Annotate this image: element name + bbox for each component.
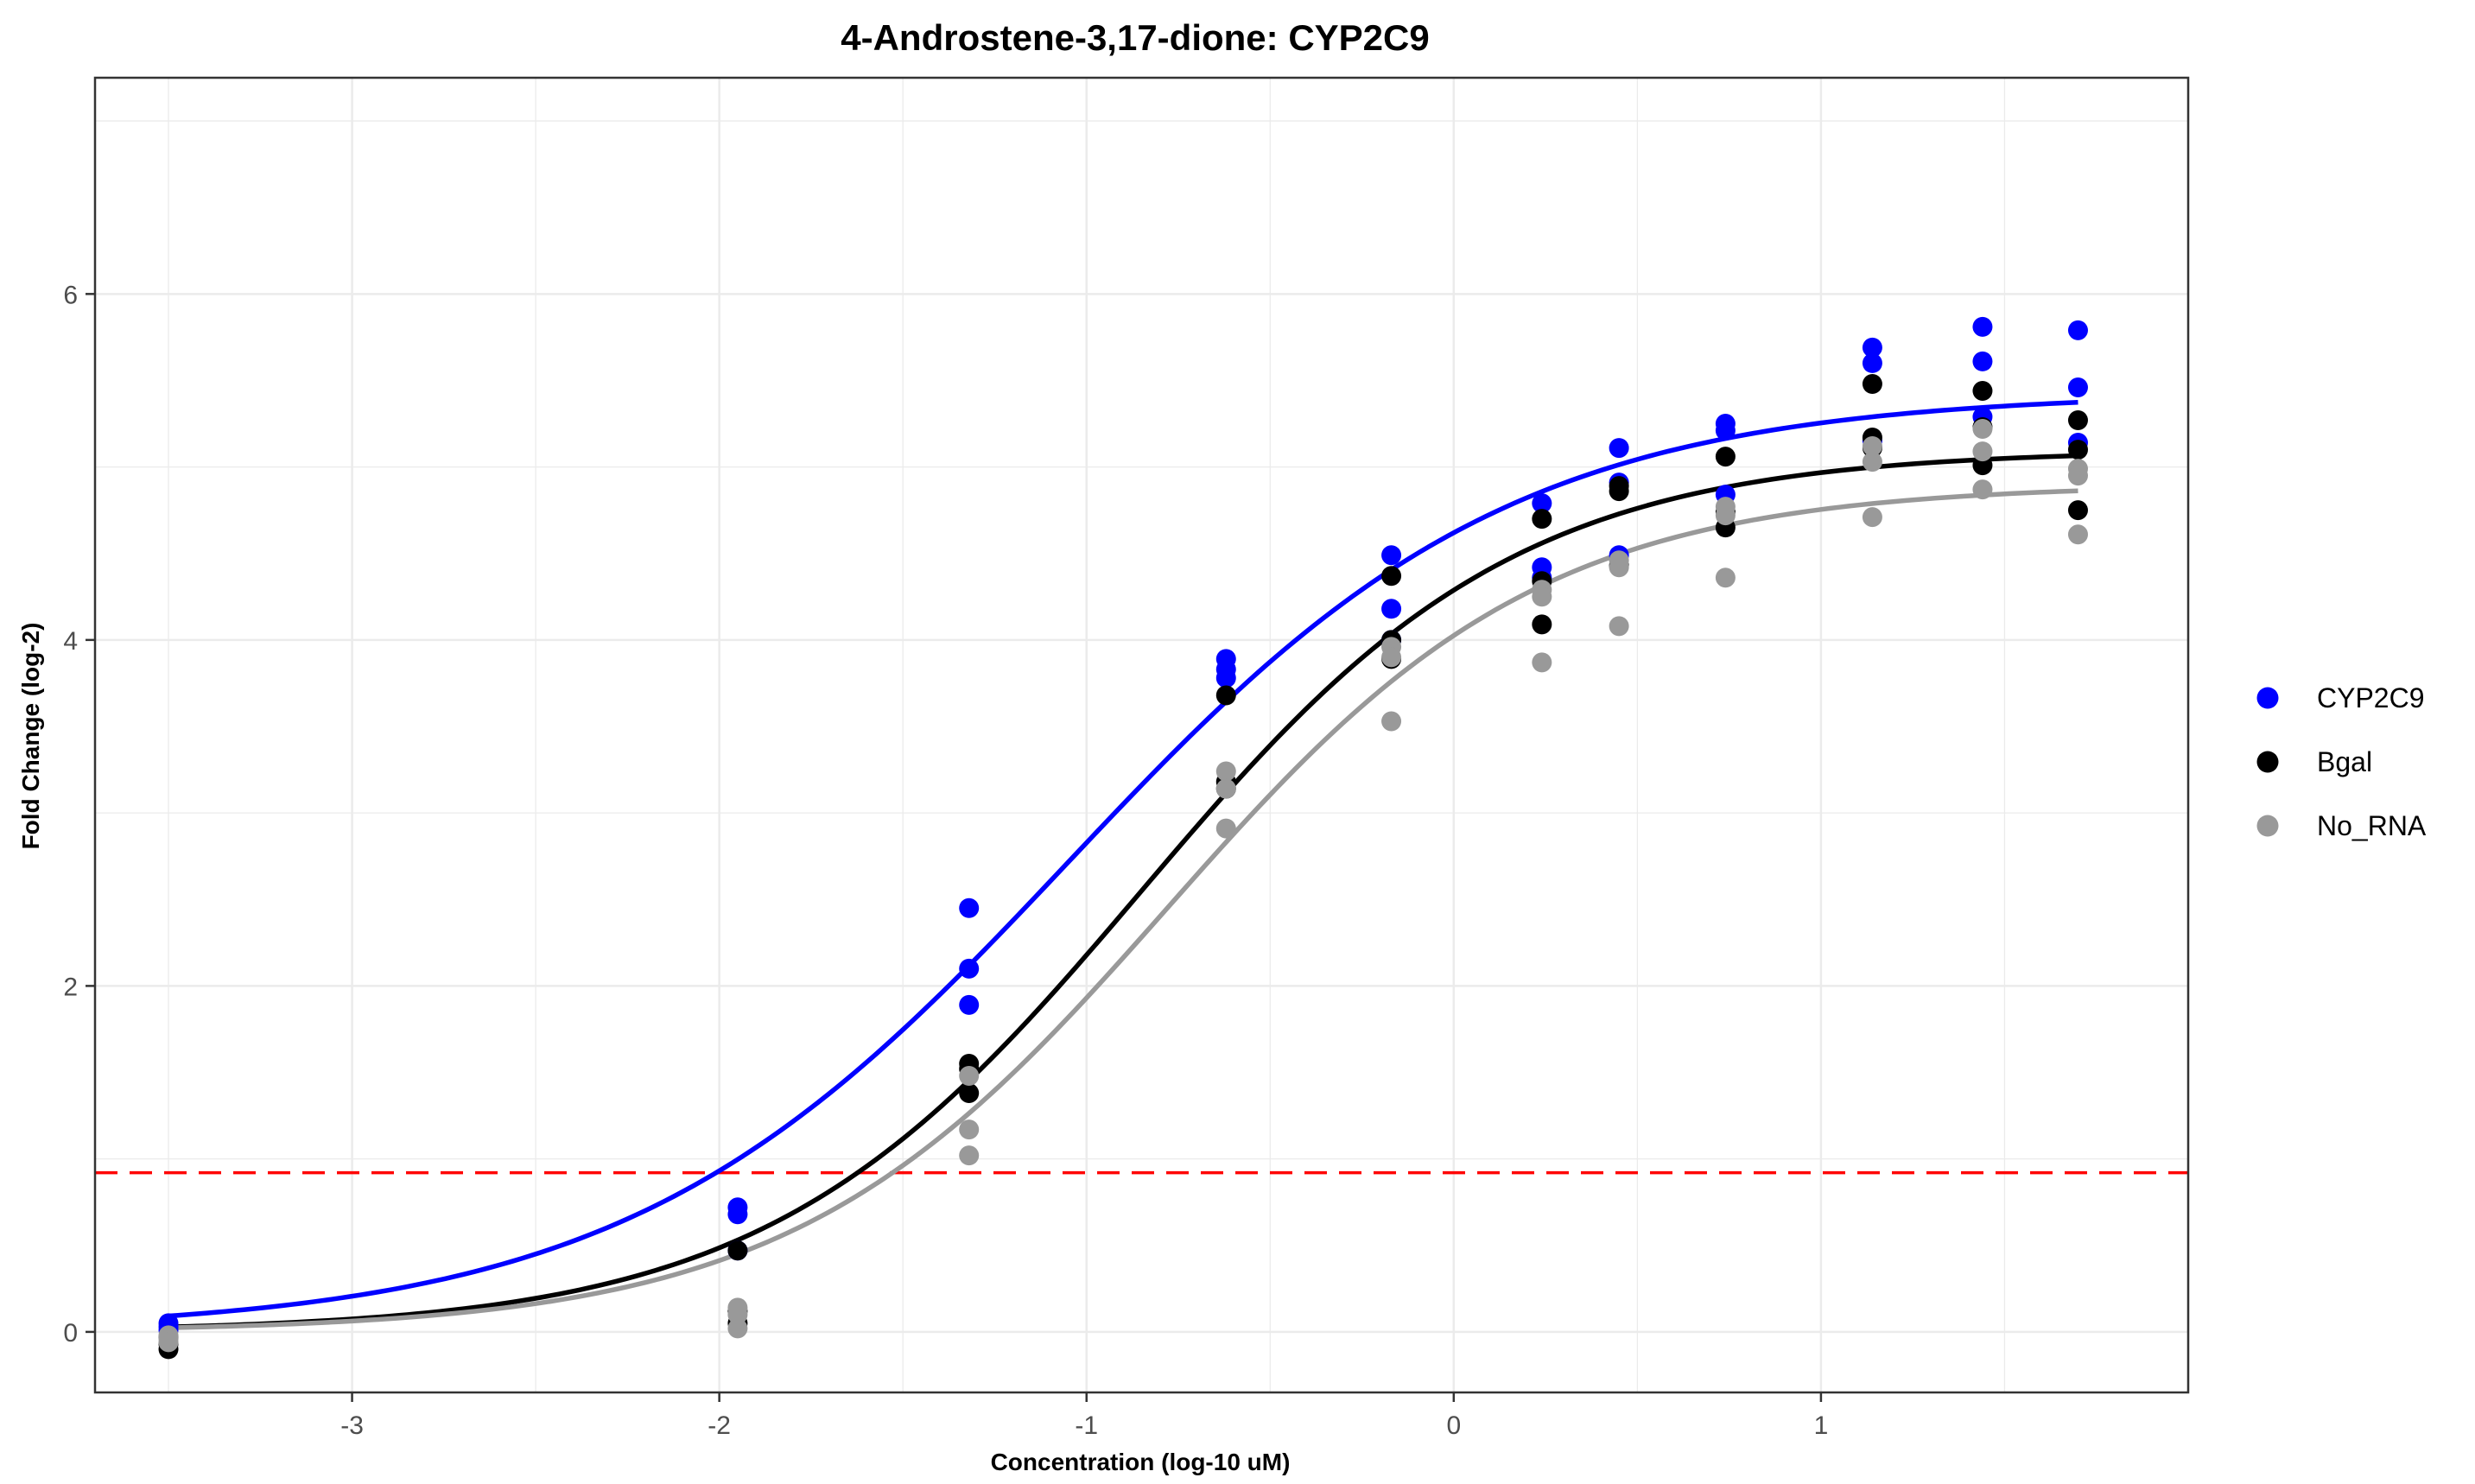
data-point-cyp2c9 — [2067, 320, 2088, 340]
data-point-cyp2c9 — [959, 958, 980, 979]
legend-label-bgal: Bgal — [2317, 746, 2372, 777]
data-points — [158, 316, 2088, 1360]
data-point-no-rna — [1862, 452, 1882, 472]
data-point-cyp2c9 — [1532, 493, 1552, 514]
data-point-bgal — [2067, 410, 2088, 431]
data-point-bgal — [2067, 500, 2088, 521]
data-point-no-rna — [1972, 419, 1993, 440]
x-tick-label: -2 — [708, 1411, 731, 1440]
data-point-bgal — [2067, 440, 2088, 460]
data-point-no-rna — [1862, 436, 1882, 457]
data-point-no-rna — [2067, 466, 2088, 486]
data-point-no-rna — [1215, 761, 1236, 782]
data-point-no-rna — [727, 1318, 748, 1339]
data-point-bgal — [1532, 509, 1552, 530]
y-axis-title: Fold Change (log-2) — [17, 623, 44, 850]
data-point-cyp2c9 — [1862, 352, 1882, 373]
data-point-cyp2c9 — [1215, 668, 1236, 688]
data-point-bgal — [727, 1240, 748, 1261]
plot-border — [93, 76, 2190, 1394]
plot-background — [95, 78, 2188, 1392]
data-point-no-rna — [1972, 479, 1993, 500]
data-point-cyp2c9 — [959, 897, 980, 918]
data-point-cyp2c9 — [1862, 337, 1882, 358]
data-point-no-rna — [1215, 778, 1236, 799]
x-tick-label: -1 — [1075, 1411, 1098, 1440]
legend-label-cyp2c9: CYP2C9 — [2317, 682, 2425, 713]
data-point-no-rna — [158, 1332, 179, 1353]
data-point-no-rna — [959, 1119, 980, 1140]
data-point-no-rna — [1609, 557, 1629, 578]
y-tick-label: 6 — [63, 281, 78, 309]
data-point-bgal — [1381, 566, 1402, 587]
data-point-no-rna — [1381, 647, 1402, 668]
data-point-cyp2c9 — [959, 994, 980, 1015]
fit-curve-cyp2c9 — [168, 400, 2078, 1319]
data-point-cyp2c9 — [1715, 421, 1736, 441]
data-point-bgal — [1215, 685, 1236, 706]
data-point-bgal — [1862, 373, 1882, 394]
legend-label-no-rna: No_RNA — [2317, 810, 2427, 841]
legend: CYP2C9 Bgal No_RNA — [2256, 682, 2427, 841]
fit-curve-no-rna — [168, 488, 2078, 1330]
plot-area — [95, 78, 2188, 1392]
data-point-no-rna — [1715, 505, 1736, 526]
data-point-cyp2c9 — [2067, 377, 2088, 397]
data-point-cyp2c9 — [727, 1204, 748, 1225]
data-point-no-rna — [1532, 587, 1552, 607]
x-tick-label: 1 — [1814, 1411, 1829, 1440]
x-tick-label: -3 — [340, 1411, 364, 1440]
legend-key-cyp2c9 — [2256, 687, 2279, 709]
fit-curves — [168, 400, 2078, 1330]
data-point-bgal — [1972, 380, 1993, 401]
data-point-cyp2c9 — [1972, 316, 1993, 337]
chart-title: 4-Androstene-3,17-dione: CYP2C9 — [841, 17, 1429, 58]
data-point-bgal — [959, 1083, 980, 1104]
data-point-bgal — [1972, 455, 1993, 476]
data-point-no-rna — [1381, 711, 1402, 732]
data-point-cyp2c9 — [1972, 351, 1993, 371]
data-point-no-rna — [727, 1304, 748, 1325]
data-point-no-rna — [2067, 524, 2088, 545]
legend-key-no-rna — [2256, 815, 2279, 837]
fit-curve-bgal — [168, 453, 2078, 1329]
data-point-no-rna — [1609, 616, 1629, 637]
legend-key-bgal — [2256, 751, 2279, 773]
data-point-no-rna — [959, 1066, 980, 1087]
data-point-no-rna — [1715, 568, 1736, 588]
y-tick-label: 4 — [63, 627, 78, 656]
x-axis-title: Concentration (log-10 uM) — [991, 1449, 1291, 1475]
data-point-bgal — [1532, 614, 1552, 635]
y-tick-label: 0 — [63, 1319, 78, 1348]
data-point-no-rna — [959, 1145, 980, 1166]
data-point-cyp2c9 — [1381, 545, 1402, 566]
x-tick-label: 0 — [1446, 1411, 1461, 1440]
data-point-no-rna — [1972, 441, 1993, 462]
data-point-bgal — [1715, 447, 1736, 467]
data-point-bgal — [1609, 481, 1629, 502]
data-point-no-rna — [1862, 507, 1882, 528]
data-point-cyp2c9 — [1381, 599, 1402, 619]
axes: -3 -2 -1 0 1 0 2 4 6 — [63, 281, 1828, 1440]
data-point-cyp2c9 — [1609, 438, 1629, 459]
y-tick-label: 2 — [63, 973, 78, 1001]
data-point-no-rna — [1532, 652, 1552, 673]
data-point-no-rna — [1215, 818, 1236, 839]
